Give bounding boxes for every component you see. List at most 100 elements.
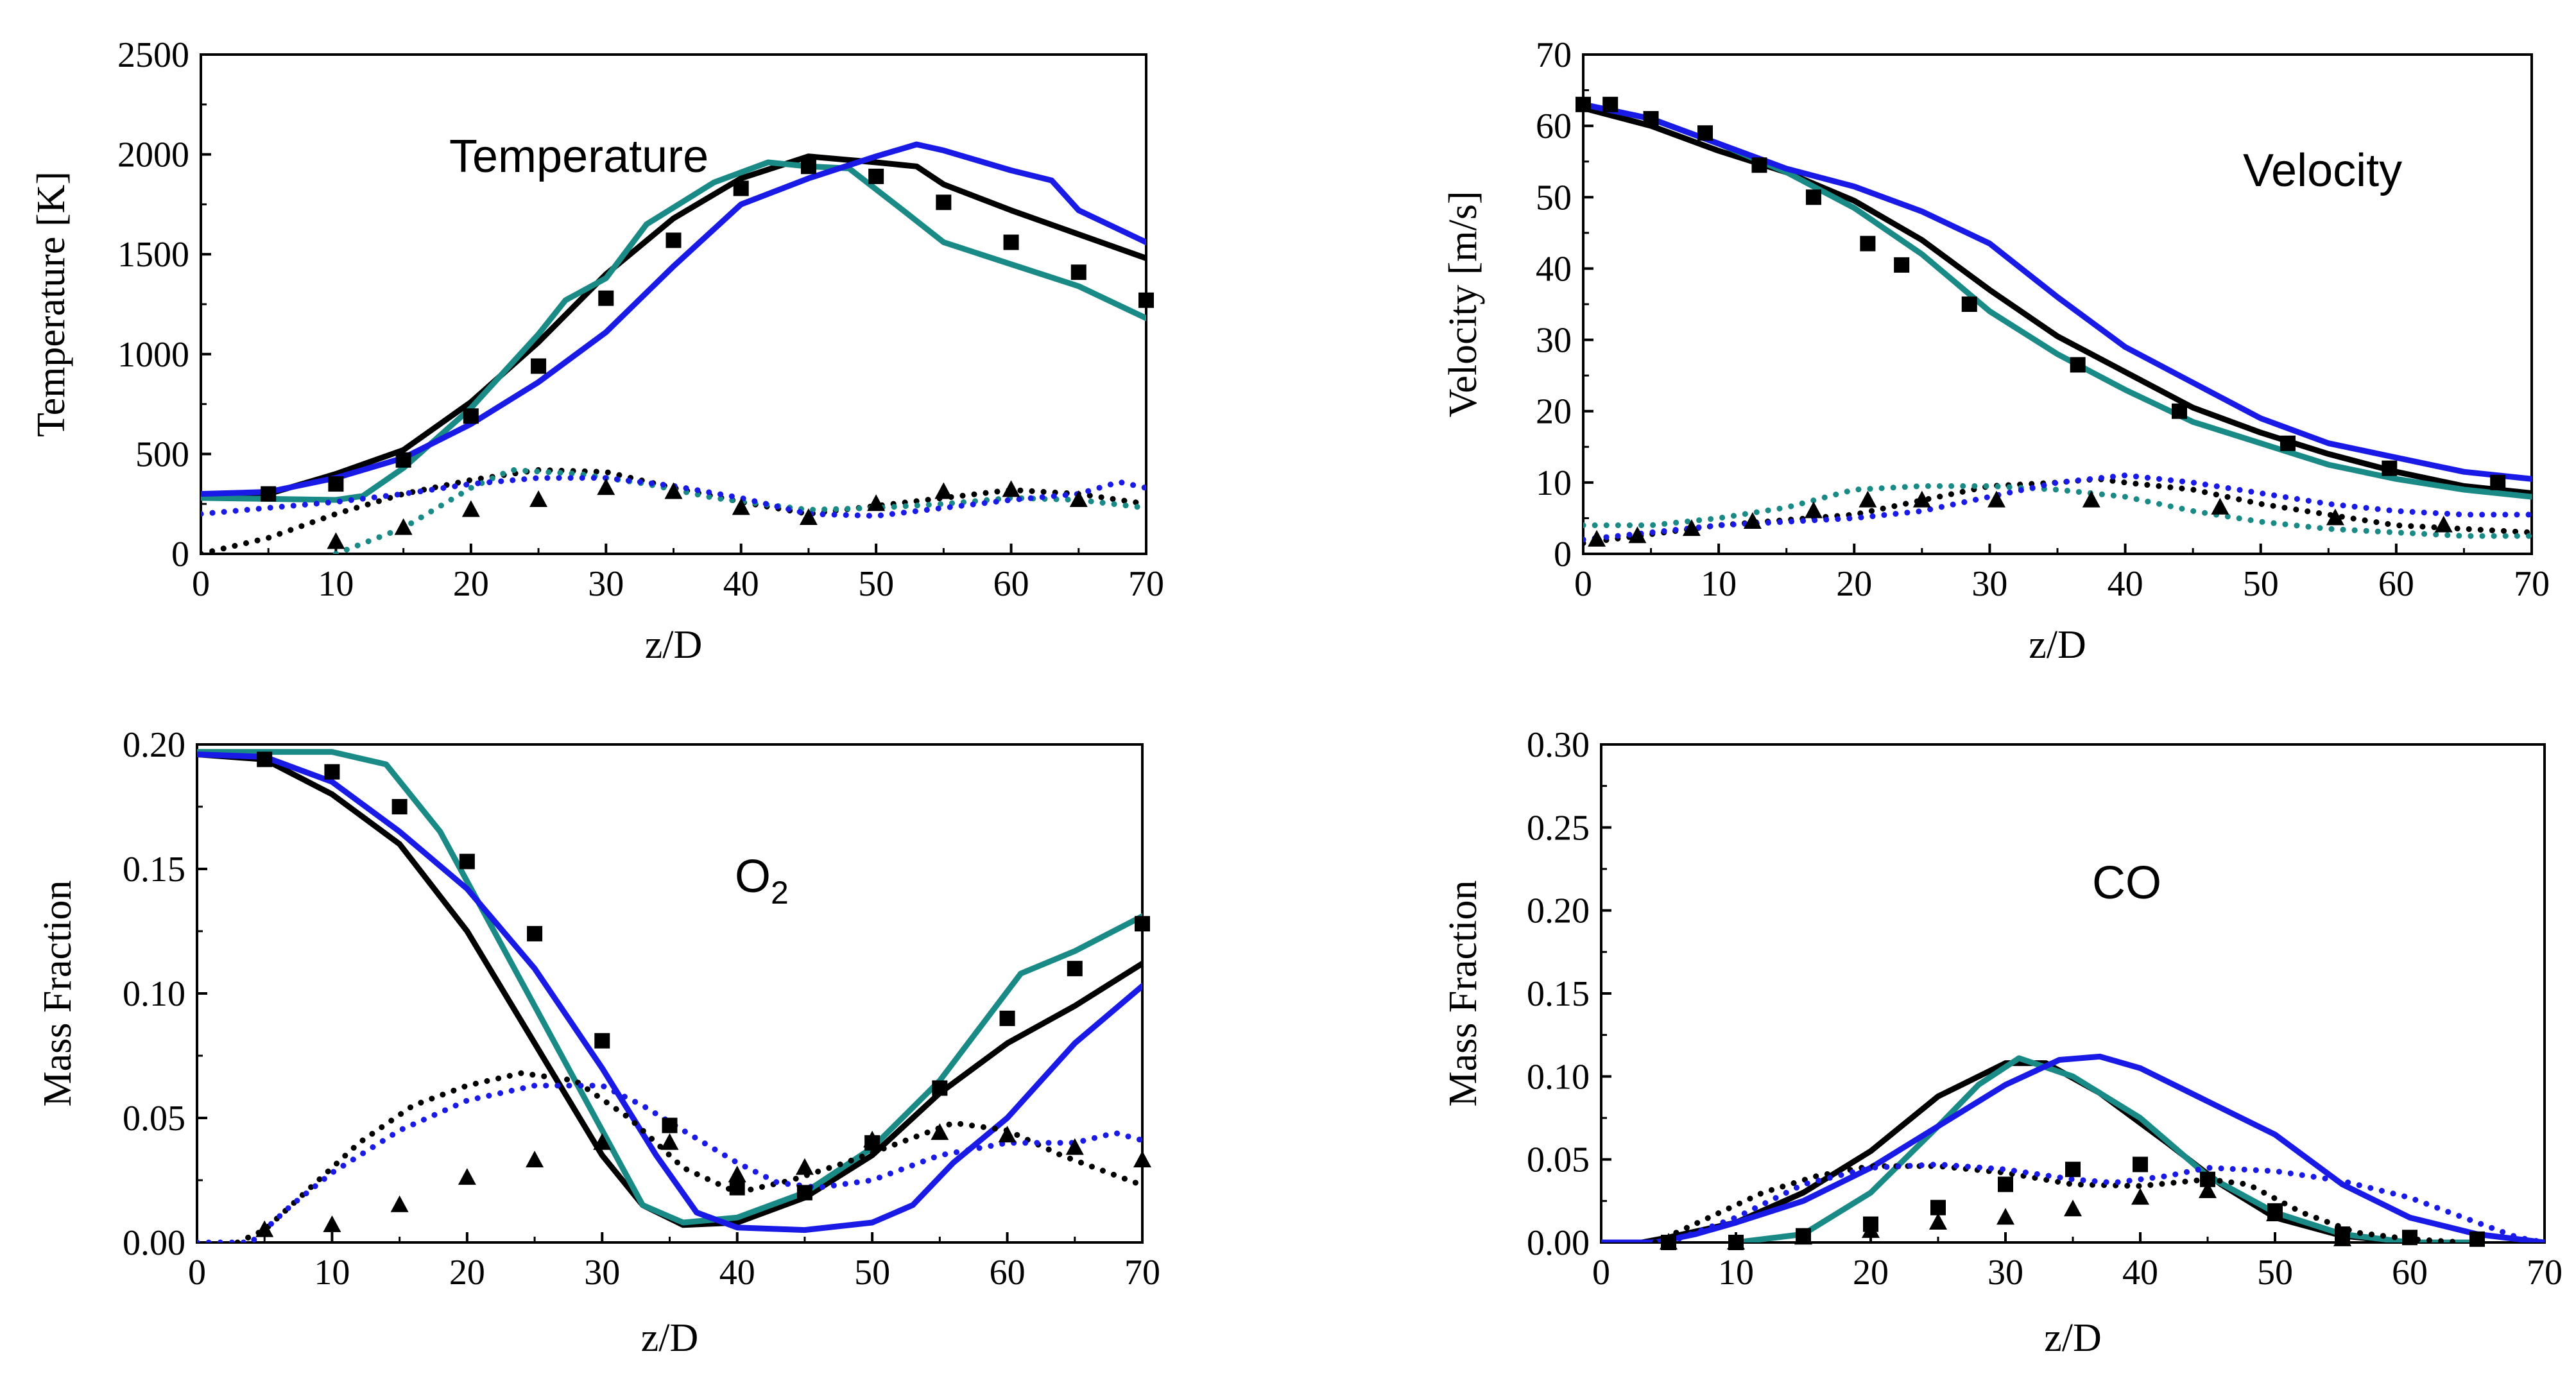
x-tick-label: 50 — [854, 1253, 890, 1293]
square-marker — [1961, 296, 1977, 312]
y-axis-label: Temperature [K] — [30, 171, 73, 437]
panel-title: Velocity — [2243, 145, 2402, 196]
series-group — [197, 749, 1142, 1242]
y-tick-label: 0.10 — [123, 974, 185, 1014]
square-marker — [2133, 1156, 2148, 1173]
y-tick-label: 0.30 — [1527, 725, 1590, 765]
square-marker — [2382, 460, 2398, 476]
black-dotted-line — [1652, 1163, 2467, 1242]
x-tick-label: 20 — [449, 1253, 485, 1293]
y-tick-label: 30 — [1536, 321, 1572, 361]
x-tick-label: 40 — [719, 1253, 755, 1293]
triangle-marker — [1682, 519, 1701, 537]
square-marker — [1697, 125, 1713, 141]
y-tick-label: 0.00 — [1527, 1223, 1590, 1263]
triangle-marker — [2333, 1229, 2351, 1246]
x-tick-label: 50 — [2243, 564, 2279, 604]
y-tick-label: 1000 — [117, 335, 189, 375]
square-marker — [328, 476, 344, 492]
triangle-marker — [593, 1133, 612, 1150]
square-marker — [999, 1010, 1015, 1026]
triangle-marker — [664, 482, 683, 499]
black-solid-line — [1601, 1060, 2480, 1242]
teal-dotted-line — [1583, 483, 2532, 539]
y-tick-label: 2500 — [117, 35, 189, 75]
x-tick-label: 30 — [588, 564, 624, 604]
y-tick-label: 20 — [1536, 392, 1572, 432]
triangle-marker — [1794, 1228, 1812, 1245]
square-marker — [796, 1185, 812, 1201]
triangle-marker — [2064, 1199, 2082, 1217]
triangle-marker — [2266, 1205, 2284, 1222]
square-marker — [1643, 111, 1659, 127]
square-marker — [598, 290, 614, 306]
x-tick-label: 30 — [1971, 564, 2007, 604]
square-marker — [729, 1180, 745, 1196]
x-tick-label: 0 — [188, 1253, 206, 1293]
x-tick-label: 0 — [1574, 564, 1592, 604]
square-marker — [2490, 474, 2506, 490]
x-tick-label: 10 — [314, 1253, 350, 1293]
x-tick-label: 0 — [192, 564, 210, 604]
square-marker — [1138, 292, 1154, 308]
y-tick-label: 0.05 — [123, 1099, 185, 1138]
triangle-marker — [323, 1215, 341, 1232]
y-tick-label: 0 — [1554, 535, 1572, 574]
x-tick-label: 70 — [1124, 1253, 1160, 1293]
x-tick-label: 40 — [2122, 1253, 2158, 1293]
y-tick-label: 500 — [135, 434, 189, 474]
blue-dotted-line — [1665, 1161, 2545, 1242]
y-tick-label: 1500 — [117, 235, 189, 275]
triangle-marker — [660, 1133, 679, 1150]
blue-solid-line — [1583, 101, 2532, 482]
co-panel: 0 10 20 30 40 50 60 70 0.00 0.05 0.10 0.15 0.20 0.25 0… — [1441, 725, 2563, 1360]
triangle-marker — [526, 1150, 544, 1167]
triangle-marker — [1743, 511, 1762, 529]
teal-solid-line — [1733, 1055, 2480, 1242]
triangle-marker — [2131, 1188, 2149, 1205]
x-tick-label: 0 — [1592, 1253, 1610, 1293]
y-tick-label: 0.25 — [1527, 808, 1590, 848]
x-tick-label: 60 — [2378, 564, 2414, 604]
panel-title: Temperature — [449, 131, 708, 182]
y-tick-label: 0.20 — [123, 725, 185, 765]
x-tick-label: 20 — [453, 564, 489, 604]
x-tick-label: 20 — [1836, 564, 1872, 604]
x-axis-label: z/D — [645, 623, 703, 667]
y-tick-label: 0.05 — [1527, 1140, 1590, 1180]
triangle-marker — [867, 494, 886, 511]
triangle-marker — [1862, 1221, 1880, 1238]
triangle-marker — [1912, 490, 1931, 508]
teal-solid-line — [197, 749, 1142, 1226]
x-tick-label: 60 — [990, 1253, 1026, 1293]
square-marker — [1070, 264, 1086, 280]
x-axis-label: z/D — [641, 1316, 699, 1360]
triangle-marker — [931, 1123, 949, 1140]
square-marker — [1751, 157, 1767, 173]
square-marker — [1067, 961, 1083, 977]
blue-dotted-line — [1583, 472, 2532, 543]
y-axis-label: Velocity [m/s] — [1441, 191, 1485, 418]
triangle-marker — [1002, 480, 1020, 497]
triangle-marker — [1065, 1138, 1084, 1155]
square-marker — [2172, 403, 2188, 419]
triangle-marker — [934, 482, 953, 499]
square-marker — [2065, 1162, 2081, 1178]
square-marker — [395, 452, 411, 468]
blue-dotted-line — [201, 475, 1146, 519]
blue-dotted-line — [197, 1083, 1142, 1242]
y-tick-label: 0.15 — [1527, 974, 1590, 1014]
square-marker — [2469, 1231, 2485, 1247]
y-tick-label: 0.10 — [1527, 1057, 1590, 1097]
triangle-marker — [394, 518, 413, 535]
blue-solid-line — [1601, 1053, 2545, 1242]
y-tick-label: 50 — [1536, 178, 1572, 218]
square-marker — [261, 486, 277, 502]
y-tick-label: 0 — [171, 535, 189, 574]
triangle-marker — [1996, 1208, 2014, 1225]
triangle-marker — [255, 1220, 274, 1237]
teal-dotted-line — [332, 467, 1146, 554]
series-group — [1583, 101, 2532, 546]
square-marker — [324, 764, 340, 780]
